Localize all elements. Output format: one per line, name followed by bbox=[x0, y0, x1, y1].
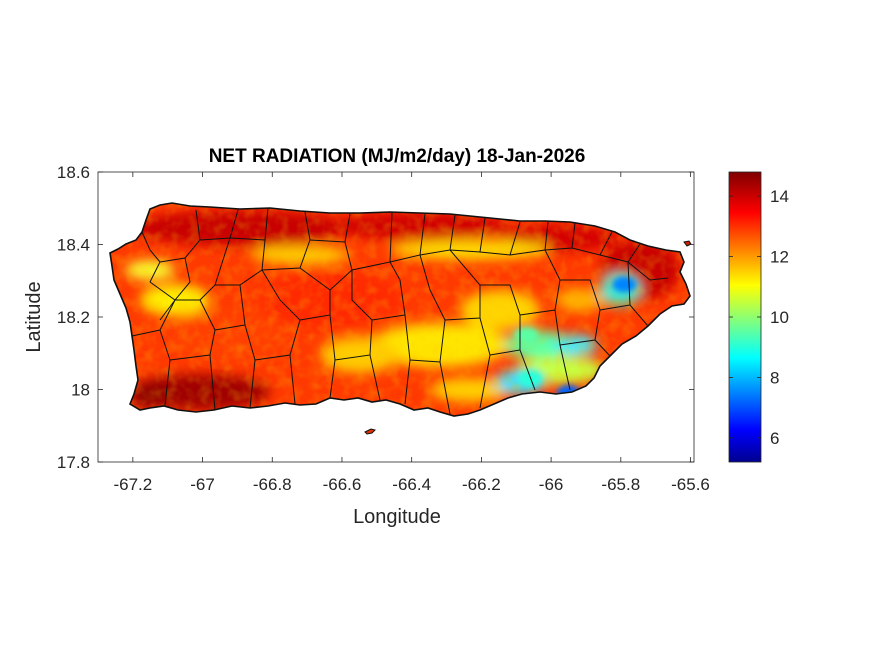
x-tick-label: -66.8 bbox=[253, 475, 292, 494]
x-tick-label: -66.2 bbox=[462, 475, 501, 494]
municipality-border bbox=[594, 339, 611, 357]
municipality-border bbox=[519, 249, 561, 316]
x-tick-label: -65.8 bbox=[601, 475, 640, 494]
island-coastline bbox=[109, 202, 691, 417]
municipality-border bbox=[215, 239, 266, 286]
municipality-border bbox=[159, 257, 191, 321]
municipality-border bbox=[159, 209, 201, 263]
municipality-border bbox=[371, 261, 406, 321]
y-axis-label: Latitude bbox=[23, 281, 45, 352]
y-tick-label: 18 bbox=[71, 381, 90, 400]
municipality-border bbox=[629, 304, 649, 327]
x-axis: -67.2 -67 -66.8 -66.6 -66.4 -66.2 -66 -65.8 -65.… bbox=[113, 172, 710, 494]
municipality-border bbox=[289, 354, 296, 405]
municipality-border bbox=[141, 231, 161, 283]
colorbar-tick-label: 6 bbox=[770, 429, 779, 448]
islet bbox=[364, 428, 376, 435]
municipality-borders bbox=[131, 207, 669, 415]
municipality-border bbox=[519, 349, 536, 391]
colorbar-ticks: 6 8 10 12 14 bbox=[729, 187, 789, 448]
x-tick-label: -67.2 bbox=[113, 475, 152, 494]
colorbar-tick-label: 12 bbox=[770, 248, 789, 267]
low-value-spot bbox=[612, 276, 637, 293]
x-tick-label: -65.6 bbox=[671, 475, 710, 494]
x-tick-label: -66 bbox=[539, 475, 564, 494]
colorbar bbox=[728, 171, 762, 463]
y-tick-label: 18.2 bbox=[57, 308, 90, 327]
colorbar-tick-label: 14 bbox=[770, 187, 789, 206]
municipality-border bbox=[627, 261, 669, 281]
colorbar-tick-label: 8 bbox=[770, 368, 779, 387]
x-tick-label: -67 bbox=[190, 475, 215, 494]
y-tick-label: 18.6 bbox=[57, 163, 90, 182]
colorbar-tick-label: 10 bbox=[770, 308, 789, 327]
municipality-border bbox=[444, 249, 481, 321]
municipality-border bbox=[439, 361, 451, 415]
y-tick-label: 18.4 bbox=[57, 236, 90, 255]
municipality-border bbox=[149, 281, 216, 301]
x-tick-label: -66.6 bbox=[323, 475, 362, 494]
x-axis-label: Longitude bbox=[353, 506, 441, 528]
low-value-spot bbox=[514, 327, 539, 344]
map-title: NET RADIATION (MJ/m2/day) 18-Jan-2026 bbox=[209, 146, 586, 167]
municipality-border bbox=[369, 354, 381, 401]
municipality-border bbox=[261, 211, 311, 271]
municipality-border bbox=[299, 241, 353, 291]
low-value-spot bbox=[518, 370, 543, 387]
y-tick-label: 17.8 bbox=[57, 453, 90, 472]
municipality-border bbox=[214, 237, 231, 286]
municipality-border bbox=[209, 354, 216, 411]
y-axis: 18.6 18.4 18.2 18 17.8 bbox=[57, 163, 694, 472]
x-tick-label: -66.4 bbox=[392, 475, 431, 494]
municipality-border bbox=[169, 299, 216, 361]
